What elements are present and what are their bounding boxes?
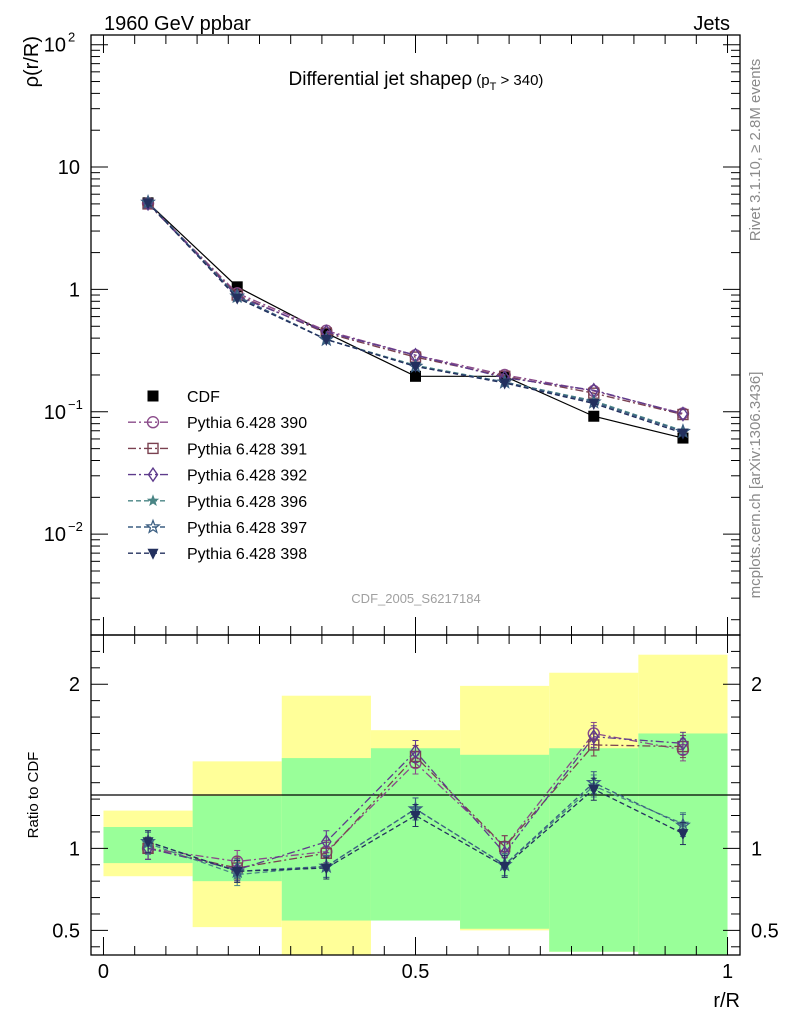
main-data-point [320, 334, 332, 346]
collision-label: 1960 GeV ppbar [104, 13, 251, 35]
main-y-tick-label: 1 [69, 279, 80, 301]
main-data-point [499, 378, 511, 390]
main-series-line [147, 202, 684, 439]
ratio-data-point [588, 784, 600, 796]
ratio-y-tick-label-left: 0.5 [52, 920, 80, 942]
title-sub-index: T [490, 81, 497, 93]
legend-marker [146, 494, 160, 507]
ratio-data-point [231, 866, 243, 878]
ratio-y-tick-label-left: 1 [69, 838, 80, 860]
main-y-tick-exponent: −1 [68, 397, 83, 412]
ratio-data-point [588, 729, 600, 745]
main-series-line [147, 202, 684, 434]
main-series-line [147, 201, 684, 433]
legend-marker [147, 442, 159, 455]
ratio-data-point [677, 735, 689, 752]
legend-entry-label: Pythia 6.428 390 [187, 415, 307, 432]
main-data-point [231, 293, 243, 305]
title-main: Differential jet shapeρ [289, 69, 473, 90]
ratio-data-point [320, 834, 332, 850]
mcplots-credit-label: mcplots.cern.ch [arXiv:1306.3436] [747, 372, 764, 599]
ratio-data-point [499, 861, 511, 873]
ratio-y-tick-label-right: 2 [751, 674, 762, 696]
main-data-point [677, 428, 689, 440]
x-tick-label: 1 [722, 961, 733, 983]
main-y-tick-label: 10 [44, 35, 66, 57]
ratio-data-point [410, 811, 421, 823]
legend-entry-label: Pythia 6.428 396 [187, 494, 307, 511]
ratio-data-point [142, 837, 154, 849]
ratio-y-tick-label-right: 1 [751, 838, 762, 860]
legend-marker [146, 416, 160, 429]
main-y-axis-label: ρ(r/R) [21, 36, 43, 87]
main-series-group [140, 193, 691, 444]
x-tick-label: 0.5 [402, 961, 430, 983]
ratio-data-point [677, 829, 689, 841]
rivet-version-label: Rivet 3.1.10, ≥ 2.8M events [747, 59, 764, 242]
ratio-data-point [320, 863, 332, 875]
main-series-line [147, 202, 684, 432]
main-y-tick-label: 10 [58, 157, 80, 179]
ratio-series-group [140, 721, 691, 887]
ratio-plot-frame [90, 634, 741, 956]
main-data-point [410, 370, 421, 382]
main-data-point [231, 281, 243, 293]
main-data-point [588, 398, 600, 410]
ratio-y-tick-label-left: 2 [69, 674, 80, 696]
main-series-line [147, 202, 684, 415]
ratio-y-axis-label: Ratio to CDF [25, 752, 42, 839]
legend-marker [145, 518, 161, 534]
main-y-tick-label: 10 [44, 524, 66, 546]
legend-entry-label: CDF [187, 389, 220, 406]
title-sub-tail: > 340) [496, 72, 543, 89]
main-y-tick-label: 10 [44, 402, 66, 424]
main-plot-title: Differential jet shapeρ (pT > 340) [289, 69, 544, 93]
legend-marker [147, 466, 159, 483]
main-series-line [147, 202, 684, 415]
legend: CDF Pythia 6.428 390 Pythia 6.428 391 Pythi… [128, 389, 307, 563]
main-data-point [142, 198, 154, 210]
legend-marker [147, 390, 159, 402]
main-y-tick-exponent: 2 [68, 30, 75, 45]
inner-uncertainty-band [370, 748, 461, 921]
ratio-y-tick-label-right: 0.5 [751, 920, 779, 942]
ratio-plot-panel: 2 2 1 1 0.5 0.5 0 0.5 1 Ratio to CDF r/R [25, 634, 779, 1012]
legend-marker [147, 548, 159, 560]
main-data-point [588, 410, 600, 422]
main-data-point [410, 361, 421, 373]
process-label: Jets [693, 13, 730, 35]
ratio-ticks: 2 2 1 1 0.5 0.5 0 0.5 1 [52, 635, 779, 983]
analysis-id-watermark: CDF_2005_S6217184 [351, 591, 480, 606]
main-plot-frame [90, 34, 741, 636]
legend-entry-label: Pythia 6.428 398 [187, 546, 307, 563]
title-sub: (p [476, 72, 489, 89]
main-data-point [677, 406, 689, 422]
main-y-tick-exponent: −2 [68, 519, 83, 534]
x-axis-label: r/R [713, 990, 740, 1012]
legend-entry-label: Pythia 6.428 397 [187, 520, 307, 537]
main-series-line [147, 203, 684, 416]
x-tick-label: 0 [98, 961, 109, 983]
legend-entry-label: Pythia 6.428 392 [187, 468, 307, 485]
legend-entry-label: Pythia 6.428 391 [187, 441, 307, 458]
ratio-data-point [410, 743, 421, 760]
